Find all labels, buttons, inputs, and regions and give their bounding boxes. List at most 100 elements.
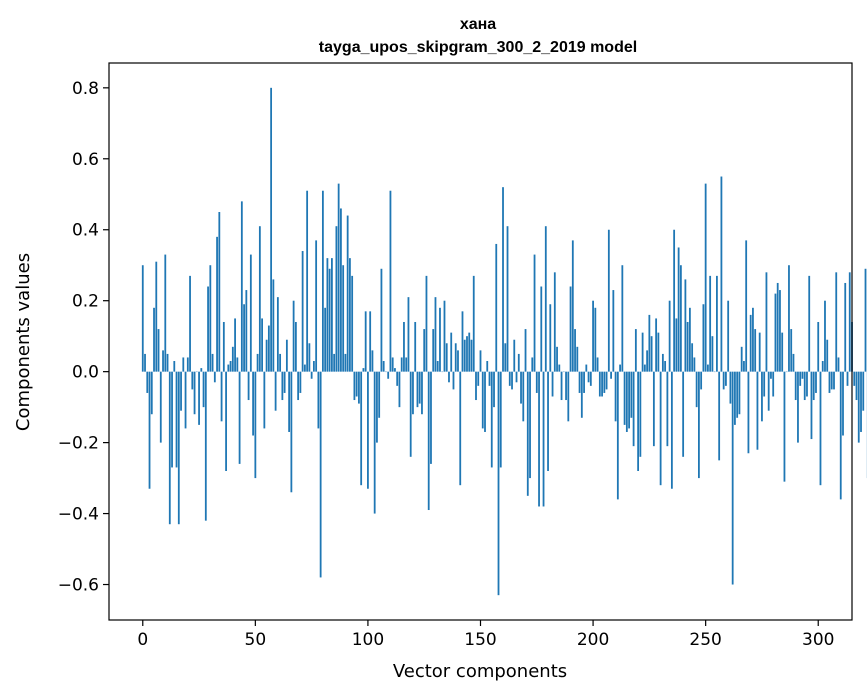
bar <box>731 371 734 585</box>
bar <box>833 371 835 390</box>
bar <box>403 321 405 372</box>
bar <box>346 215 349 372</box>
bar <box>806 371 808 397</box>
bar <box>418 371 421 404</box>
bar <box>815 371 817 393</box>
bar <box>443 300 446 372</box>
bar <box>648 314 651 372</box>
bar <box>367 371 369 489</box>
bar <box>569 286 572 372</box>
bar <box>707 364 709 372</box>
bar <box>772 371 775 397</box>
bar <box>646 350 649 372</box>
bar <box>824 300 826 372</box>
bar <box>634 329 637 372</box>
x-tick-label: 200 <box>577 630 609 650</box>
bar <box>274 371 277 411</box>
bar <box>819 371 822 486</box>
bar <box>481 371 484 429</box>
bar <box>826 339 829 372</box>
bar <box>436 361 439 372</box>
bar <box>294 321 297 372</box>
bar <box>364 311 367 372</box>
bar <box>524 329 527 372</box>
bar <box>369 311 372 372</box>
bar <box>830 371 833 390</box>
bar <box>835 272 838 372</box>
bar <box>303 364 306 372</box>
bar <box>783 371 786 482</box>
y-tick-label: −0.2 <box>58 434 99 454</box>
y-axis-label: Components values <box>13 253 34 431</box>
bar <box>803 371 806 401</box>
bar <box>625 371 628 432</box>
bar <box>461 311 464 372</box>
bar <box>700 371 703 390</box>
x-axis-label: Vector components <box>393 661 567 682</box>
y-tick-label: 0.0 <box>72 363 99 383</box>
bar <box>821 361 824 372</box>
bar <box>448 371 450 383</box>
bar <box>497 371 500 596</box>
bar <box>249 254 252 372</box>
bar <box>463 339 466 372</box>
bar <box>614 371 617 422</box>
bar <box>229 361 232 372</box>
y-tick-label: −0.4 <box>58 505 99 525</box>
bar <box>725 371 727 386</box>
bar <box>231 346 234 372</box>
x-tick-label: 250 <box>689 630 721 650</box>
bar <box>333 353 336 372</box>
bar <box>310 371 313 379</box>
bar <box>540 286 543 372</box>
bar <box>216 236 218 372</box>
bar <box>691 343 694 372</box>
bar <box>389 190 392 372</box>
bar <box>240 201 243 372</box>
bar <box>556 346 558 372</box>
bar <box>801 371 804 379</box>
bar <box>580 371 583 418</box>
bar <box>168 371 171 525</box>
bar <box>837 357 840 372</box>
bar <box>547 371 549 471</box>
bar <box>344 353 347 372</box>
bar <box>342 265 345 372</box>
bar <box>790 329 793 372</box>
plot-frame <box>108 62 853 621</box>
bar <box>668 300 671 372</box>
bar <box>193 371 196 415</box>
bar <box>175 371 178 468</box>
bar <box>535 371 538 393</box>
x-axis: 0 50 100 150 200 250 300 <box>137 620 834 650</box>
bar <box>684 279 687 372</box>
bar <box>267 325 270 372</box>
bar <box>204 371 207 521</box>
bar <box>299 371 302 393</box>
bar <box>752 307 754 372</box>
bar <box>225 371 227 471</box>
bar <box>423 329 426 372</box>
bars-group <box>141 87 867 596</box>
bar <box>326 258 329 372</box>
bar <box>596 357 599 372</box>
bar <box>319 371 322 578</box>
bar <box>484 371 486 432</box>
bar <box>756 371 759 450</box>
bar <box>153 307 155 372</box>
bar <box>652 371 655 447</box>
bar <box>749 314 752 372</box>
bar <box>146 371 149 393</box>
bar <box>222 321 225 372</box>
bar <box>610 371 612 379</box>
bar <box>682 371 685 457</box>
bar <box>499 371 502 468</box>
bar <box>258 226 261 372</box>
bar <box>416 371 419 408</box>
bar <box>538 371 540 507</box>
bar <box>328 268 331 372</box>
bar <box>308 343 311 372</box>
bar <box>670 371 673 489</box>
bar <box>511 371 513 390</box>
bar <box>191 371 194 390</box>
